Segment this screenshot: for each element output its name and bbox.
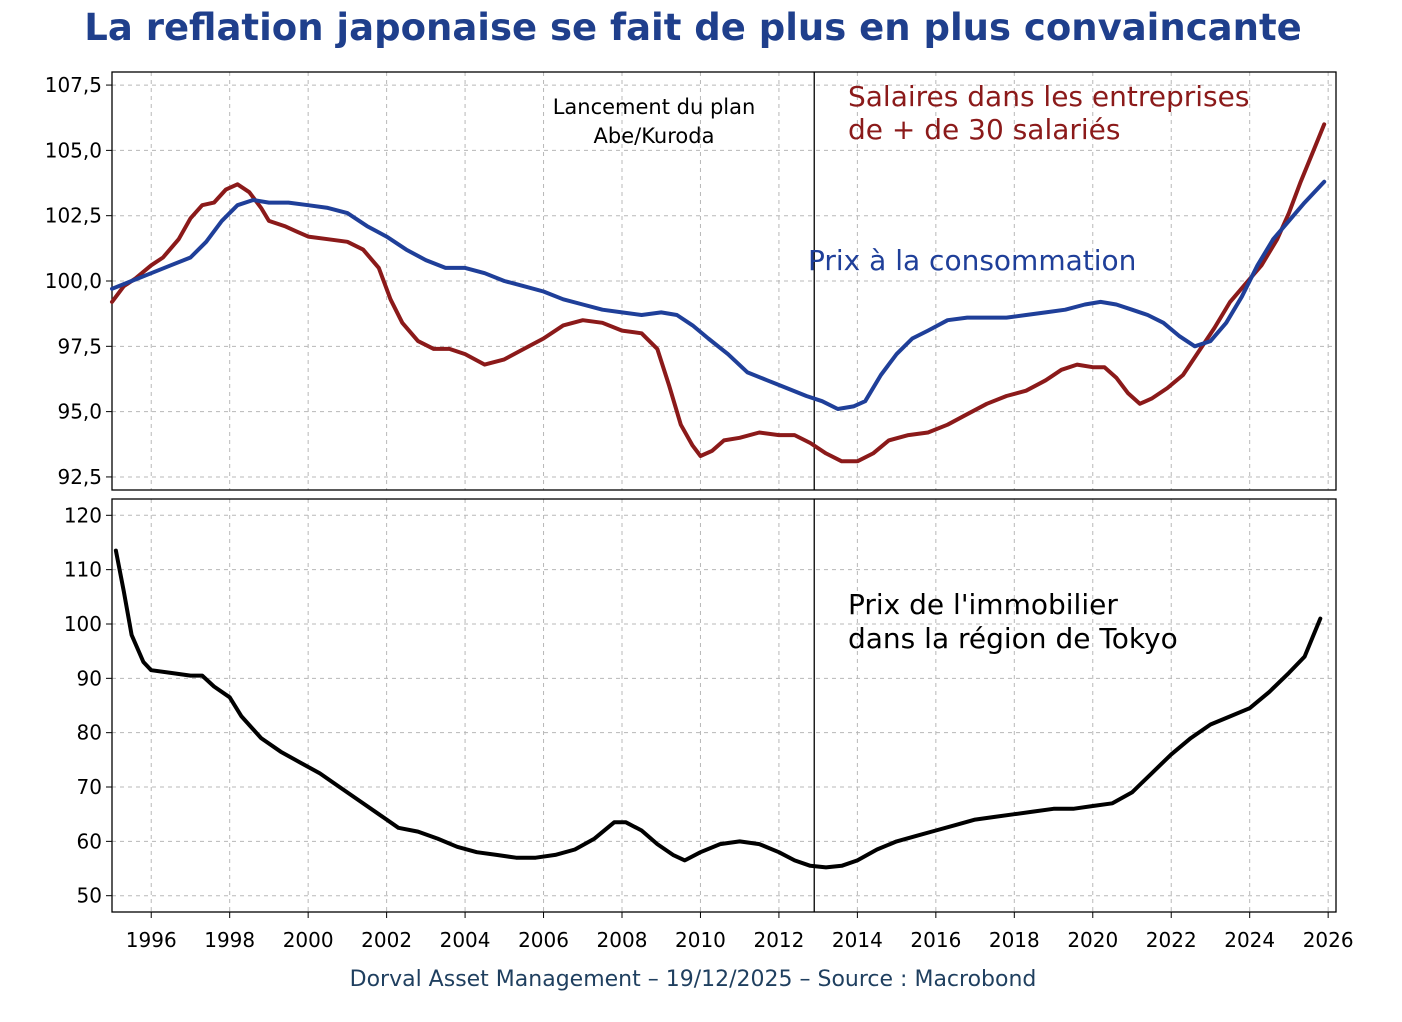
y-tick-label: 105,0 — [45, 138, 102, 162]
series-label-wages: de + de 30 salariés — [848, 113, 1120, 146]
y-tick-label: 70 — [77, 775, 102, 799]
chart-title: La reflation japonaise se fait de plus e… — [84, 6, 1302, 49]
y-tick-label: 90 — [77, 666, 102, 690]
x-tick-label: 2014 — [832, 928, 883, 952]
x-tick-label: 2012 — [753, 928, 804, 952]
series-label-cpi: Prix à la consommation — [808, 244, 1136, 277]
y-tick-label: 107,5 — [45, 73, 102, 97]
y-tick-label: 60 — [77, 829, 102, 853]
x-tick-label: 1998 — [204, 928, 255, 952]
y-tick-label: 120 — [64, 503, 102, 527]
x-tick-label: 2010 — [675, 928, 726, 952]
x-tick-label: 2004 — [440, 928, 491, 952]
x-tick-label: 2016 — [910, 928, 961, 952]
annotation-abe-kuroda: Lancement du plan — [553, 95, 756, 119]
y-tick-label: 100 — [64, 612, 102, 636]
series-line — [110, 122, 1327, 464]
x-tick-label: 1996 — [126, 928, 177, 952]
x-tick-label: 2018 — [989, 928, 1040, 952]
series-label-housing: Prix de l'immobilier — [848, 588, 1118, 621]
x-tick-label: 2008 — [597, 928, 648, 952]
y-tick-label: 97,5 — [57, 334, 102, 358]
y-tick-label: 92,5 — [57, 465, 102, 489]
y-tick-label: 80 — [77, 721, 102, 745]
x-tick-label: 2006 — [518, 928, 569, 952]
footer-source: Dorval Asset Management – 19/12/2025 – S… — [349, 967, 1037, 992]
series-line — [110, 179, 1327, 411]
x-tick-label: 2026 — [1303, 928, 1354, 952]
series-label-wages: Salaires dans les entreprises — [848, 80, 1249, 113]
series-line — [113, 548, 1323, 870]
y-tick-label: 102,5 — [45, 204, 102, 228]
y-tick-label: 110 — [64, 558, 102, 582]
y-tick-label: 100,0 — [45, 269, 102, 293]
x-tick-label: 2020 — [1067, 928, 1118, 952]
x-tick-label: 2002 — [361, 928, 412, 952]
y-tick-label: 50 — [77, 884, 102, 908]
x-tick-label: 2000 — [283, 928, 334, 952]
x-tick-label: 2024 — [1224, 928, 1275, 952]
plot-frame — [111, 498, 1337, 913]
annotation-abe-kuroda: Abe/Kuroda — [594, 124, 715, 148]
x-tick-label: 2022 — [1146, 928, 1197, 952]
series-label-housing: dans la région de Tokyo — [848, 622, 1178, 655]
y-tick-label: 95,0 — [57, 400, 102, 424]
plot-frame — [111, 71, 1337, 491]
